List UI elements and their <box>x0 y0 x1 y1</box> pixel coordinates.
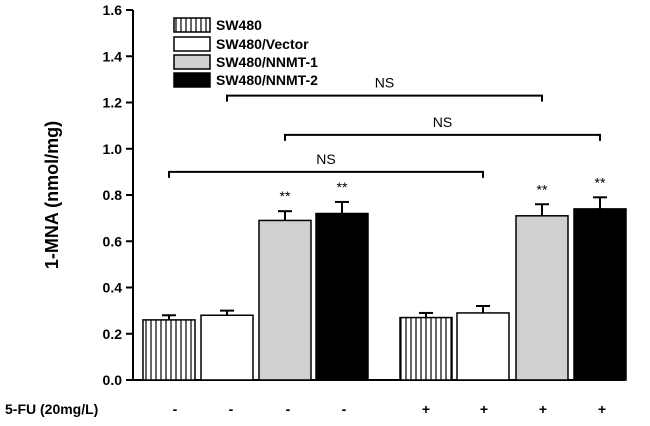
comparison-bracket <box>284 133 601 141</box>
treatment-marks: - - - - + + + + <box>173 401 606 417</box>
bar <box>573 208 627 381</box>
bar <box>399 316 453 381</box>
treatment-mark: - <box>229 401 234 417</box>
y-tick-label: 1.6 <box>103 2 123 18</box>
treatment-mark: + <box>539 401 547 417</box>
significance-label: ** <box>337 179 348 195</box>
y-tick-label: 1.0 <box>103 141 123 157</box>
y-tick-label: 1.4 <box>103 48 123 64</box>
legend-swatch <box>173 72 211 88</box>
bar <box>142 319 196 381</box>
comparison-brackets: NS NS NS <box>168 75 601 178</box>
legend-label: SW480 <box>216 17 262 33</box>
comparison-bracket <box>168 170 484 178</box>
bar <box>456 312 510 381</box>
bar <box>515 215 569 381</box>
legend: SW480 SW480/Vector SW480/NNMT-1 SW480/NNMT-… <box>173 17 318 88</box>
y-axis-label: 1-MNA (nmol/mg) <box>42 121 62 269</box>
y-tick-label: 1.2 <box>103 95 123 111</box>
y-tick-label: 0.8 <box>103 187 123 203</box>
legend-label: SW480/NNMT-1 <box>216 54 318 70</box>
bar <box>315 212 369 381</box>
y-tick-label: 0.6 <box>103 233 123 249</box>
treatment-mark: + <box>422 401 430 417</box>
y-tick-label: 0.4 <box>103 280 123 296</box>
legend-swatch <box>173 54 211 70</box>
y-tick-label: 0.0 <box>103 372 123 388</box>
comparison-bracket <box>226 94 543 102</box>
significance-label: ** <box>595 174 606 190</box>
y-tick-label: 0.2 <box>103 326 123 342</box>
legend-swatch <box>173 36 211 52</box>
y-ticks: 0.0 0.2 0.4 0.6 0.8 1.0 1.2 1.4 1.6 <box>103 2 133 388</box>
legend-label: SW480/NNMT-2 <box>216 72 318 88</box>
treatment-mark: - <box>342 401 347 417</box>
treatment-mark: + <box>598 401 606 417</box>
significance-label: ** <box>537 181 548 197</box>
treatment-mark: - <box>286 401 291 417</box>
bar <box>200 314 254 381</box>
comparison-label: NS <box>375 75 394 91</box>
treatment-label: 5-FU (20mg/L) <box>5 401 98 417</box>
legend-label: SW480/Vector <box>216 36 309 52</box>
bar <box>258 219 312 381</box>
bars: ** ** ** ** <box>142 174 627 381</box>
comparison-label: NS <box>316 151 335 167</box>
comparison-label: NS <box>433 114 452 130</box>
treatment-mark: - <box>173 401 178 417</box>
legend-swatch <box>173 17 211 33</box>
significance-label: ** <box>280 188 291 204</box>
treatment-mark: + <box>480 401 488 417</box>
